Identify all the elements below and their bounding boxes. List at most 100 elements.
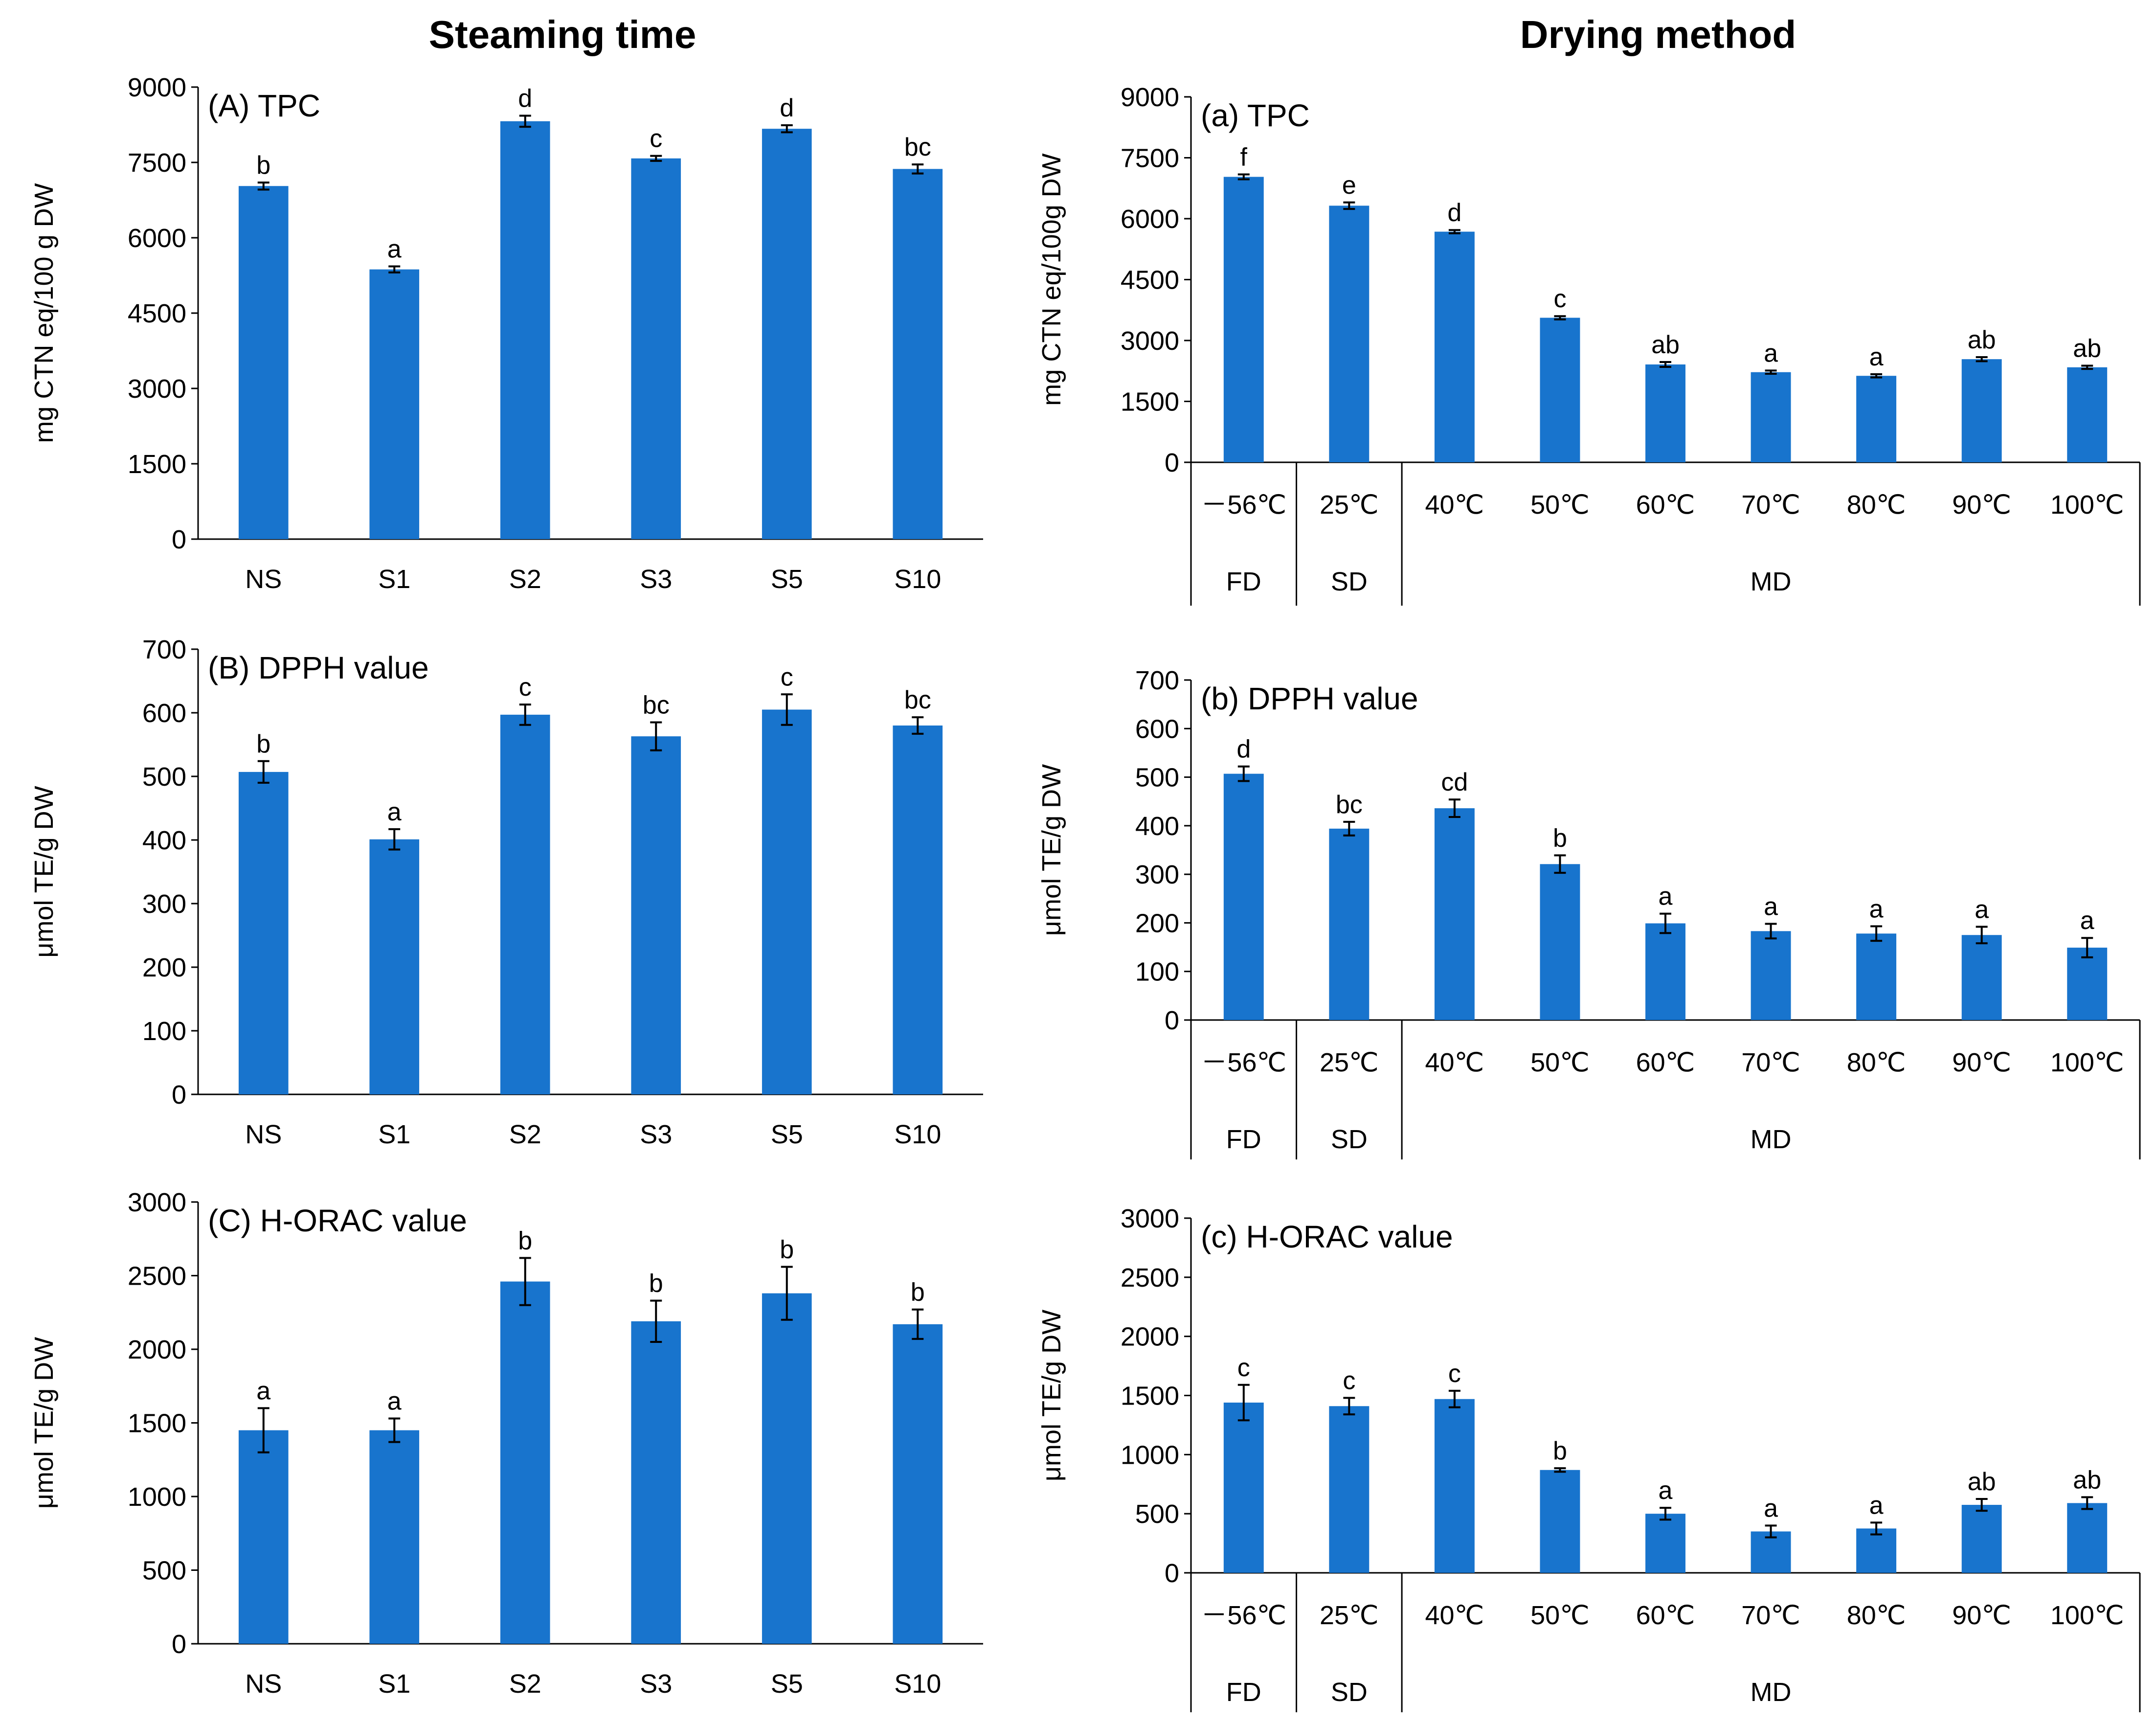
y-tick-label: 1500 <box>1121 387 1179 417</box>
group-label: FD <box>1226 567 1261 596</box>
significance-letter: b <box>649 1270 663 1298</box>
x-tick-label: 80℃ <box>1847 1048 1906 1077</box>
bar <box>1329 828 1370 1020</box>
bar <box>1645 364 1685 462</box>
bar <box>1223 177 1264 462</box>
y-tick-label: 100 <box>1135 957 1179 987</box>
significance-letter: a <box>1659 1476 1673 1505</box>
significance-letter: a <box>1975 895 1989 924</box>
panel-title: (a) TPC <box>1201 98 1310 133</box>
x-tick-label: S2 <box>509 565 541 594</box>
x-tick-label: 80℃ <box>1847 1601 1906 1630</box>
x-tick-label: 60℃ <box>1636 1601 1695 1630</box>
significance-letter: a <box>1659 883 1673 911</box>
significance-letter: a <box>1764 892 1778 921</box>
x-tick-label: S2 <box>509 1120 541 1149</box>
y-tick-label: 1000 <box>1121 1440 1179 1470</box>
x-tick-label: S3 <box>640 1120 672 1149</box>
y-tick-label: 7500 <box>1121 144 1179 173</box>
significance-letter: b <box>256 730 270 758</box>
x-tick-label: S1 <box>378 1669 410 1699</box>
bar <box>1329 205 1370 462</box>
bar <box>893 169 943 539</box>
panel-A-tpc: (A) TPC mg CTN eq/100 g DW 0 1500 3000 4500 60… <box>29 73 983 594</box>
bar <box>238 186 289 540</box>
x-tick-label: －56℃ <box>1201 1601 1286 1630</box>
y-tick-label: 1000 <box>128 1482 186 1512</box>
bar <box>369 839 420 1094</box>
x-tick-label: S5 <box>771 1669 803 1699</box>
y-tick-label: 2000 <box>128 1335 186 1364</box>
bar <box>1434 231 1475 462</box>
significance-letter: c <box>1553 285 1566 313</box>
significance-letter: a <box>1764 339 1778 367</box>
y-tick-label: 6000 <box>1121 204 1179 234</box>
y-tick-label: 500 <box>1135 1499 1179 1529</box>
x-tick-label: S3 <box>640 565 672 594</box>
group-label: MD <box>1751 1678 1792 1707</box>
significance-letter: e <box>1342 171 1356 200</box>
bar <box>2067 948 2108 1020</box>
y-tick-label: 0 <box>172 1630 186 1659</box>
x-tick-label: 60℃ <box>1636 1048 1695 1077</box>
panel-C-horac: (C) H-ORAC value μmol TE/g DW 0 500 1000 1500… <box>29 1188 983 1699</box>
significance-letter: a <box>387 1387 402 1415</box>
significance-letter: d <box>780 94 794 122</box>
x-tick-label: NS <box>245 1669 282 1699</box>
significance-letter: a <box>387 798 402 826</box>
y-tick-label: 3000 <box>128 374 186 404</box>
x-tick-label: 50℃ <box>1530 490 1590 520</box>
y-tick-label: 2000 <box>1121 1322 1179 1352</box>
y-tick-label: 100 <box>142 1017 186 1046</box>
bar <box>1645 923 1685 1020</box>
significance-letter: c <box>519 673 532 702</box>
x-tick-label: 25℃ <box>1320 1048 1379 1077</box>
bar <box>369 269 420 539</box>
y-tick-label: 600 <box>1135 714 1179 744</box>
x-tick-label: 40℃ <box>1425 490 1484 520</box>
group-label: SD <box>1331 1678 1368 1707</box>
bar <box>1751 372 1791 462</box>
significance-letter: ab <box>1968 326 1996 354</box>
bar <box>500 714 550 1094</box>
panel-title: (C) H-ORAC value <box>208 1203 467 1238</box>
x-tick-label: 70℃ <box>1741 1601 1800 1630</box>
group-label: FD <box>1226 1125 1261 1154</box>
y-axis-label: μmol TE/g DW <box>29 1337 59 1509</box>
bar <box>762 709 812 1094</box>
x-tick-label: 80℃ <box>1847 490 1906 520</box>
significance-letter: bc <box>1336 791 1363 819</box>
x-tick-label: 40℃ <box>1425 1601 1484 1630</box>
significance-letter: ab <box>1651 331 1680 359</box>
y-tick-label: 600 <box>142 699 186 728</box>
y-tick-label: 400 <box>142 826 186 855</box>
significance-letter: d <box>1236 735 1251 764</box>
significance-letter: c <box>1448 1360 1461 1388</box>
panel-b-dpph: (b) DPPH value μmol TE/g DW 0 100 200 300 400 5… <box>1037 666 2141 1159</box>
x-tick-label: －56℃ <box>1201 1048 1286 1077</box>
bar <box>1223 1403 1264 1573</box>
panel-a-tpc: (a) TPC mg CTN eq/100g DW 0 1500 3000 4500 600… <box>1037 83 2141 606</box>
bar <box>1540 864 1580 1020</box>
y-tick-label: 6000 <box>128 224 186 253</box>
bar <box>631 158 681 540</box>
significance-letter: c <box>650 125 662 153</box>
y-axis-label: μmol TE/g DW <box>1037 764 1066 936</box>
significance-letter: a <box>1764 1494 1778 1522</box>
group-label: FD <box>1226 1678 1261 1707</box>
x-tick-label: 50℃ <box>1530 1048 1590 1077</box>
y-axis-label: μmol TE/g DW <box>29 786 59 957</box>
y-tick-label: 0 <box>172 525 186 554</box>
bar <box>1434 808 1475 1020</box>
significance-letter: a <box>1869 895 1884 923</box>
significance-letter: ab <box>2073 334 2101 363</box>
x-tick-label: 100℃ <box>2050 490 2124 520</box>
significance-letter: bc <box>904 686 931 714</box>
significance-letter: b <box>518 1226 532 1255</box>
y-axis-label: μmol TE/g DW <box>1037 1310 1066 1481</box>
bar <box>2067 1503 2108 1573</box>
significance-letter: c <box>781 663 793 691</box>
left-column-heading: Steaming time <box>429 13 696 56</box>
y-tick-label: 4500 <box>128 299 186 328</box>
